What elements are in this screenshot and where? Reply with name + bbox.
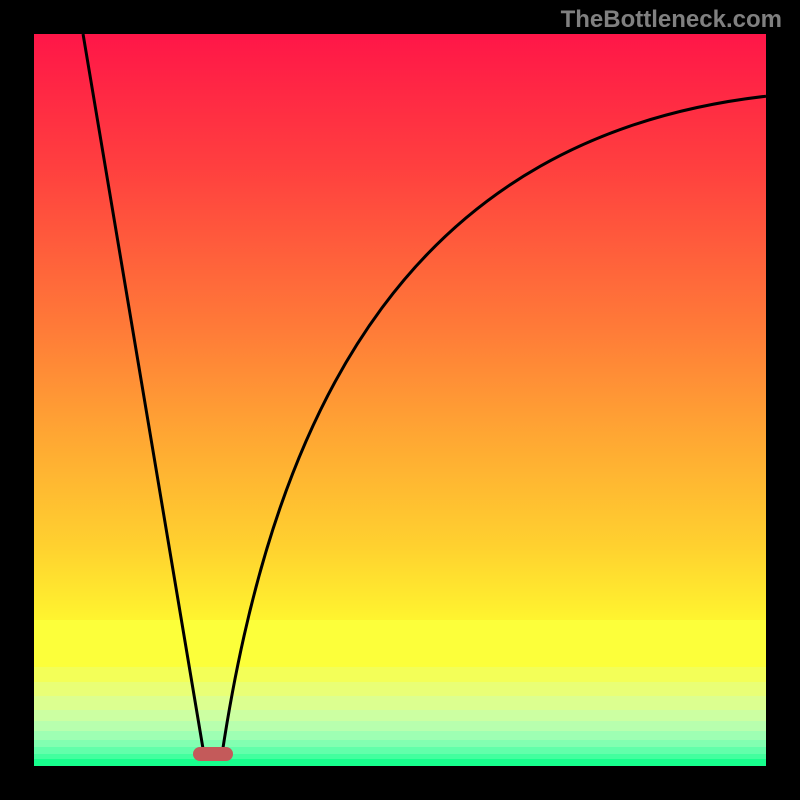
- minimum-marker: [193, 747, 233, 761]
- watermark-text: TheBottleneck.com: [561, 6, 782, 34]
- border-left: [0, 0, 34, 800]
- bottleneck-curve: [34, 34, 766, 766]
- curve-path: [83, 34, 766, 754]
- border-right: [766, 0, 800, 800]
- plot-area: [34, 34, 766, 766]
- chart-canvas: TheBottleneck.com: [0, 0, 800, 800]
- border-bottom: [0, 766, 800, 800]
